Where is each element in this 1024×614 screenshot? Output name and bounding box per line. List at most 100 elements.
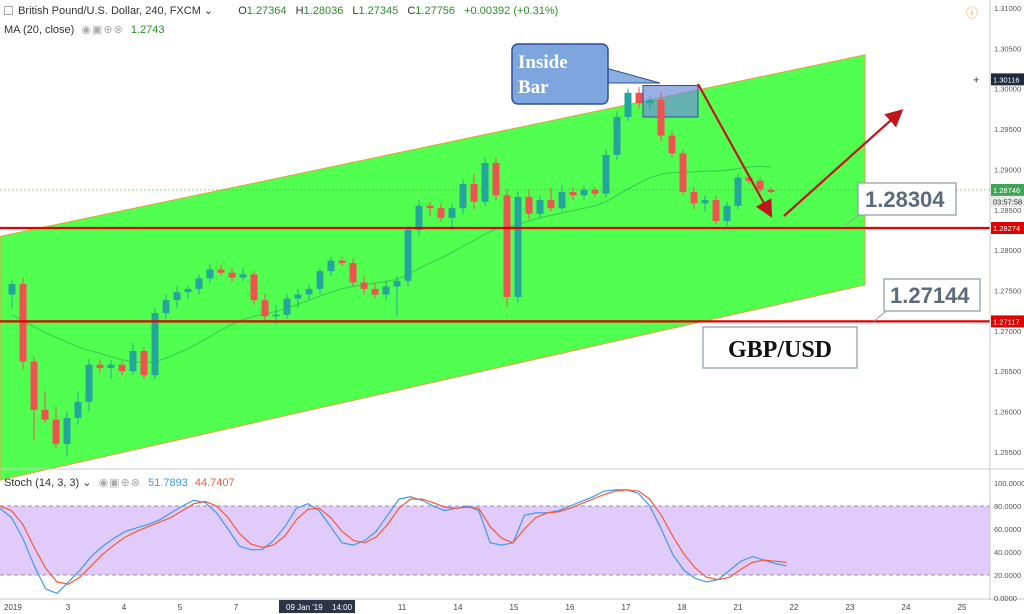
candle-body xyxy=(525,196,533,214)
candle-body xyxy=(547,200,555,209)
candle-body xyxy=(261,300,269,317)
price-tick-label: 1.28000 xyxy=(994,246,1021,255)
candle-body xyxy=(767,189,775,193)
candle-body xyxy=(85,364,93,402)
candle-body xyxy=(63,418,71,444)
candle-body xyxy=(349,263,357,283)
ascending-channel xyxy=(0,54,866,481)
candle-body xyxy=(591,189,599,194)
candle-body xyxy=(459,183,467,209)
candle-body xyxy=(426,205,434,209)
candle-body xyxy=(514,196,522,297)
candle-body xyxy=(415,205,423,230)
collapse-icon[interactable] xyxy=(4,6,13,15)
candle-body xyxy=(690,192,698,204)
time-tick-label: 17 xyxy=(622,603,631,612)
stoch-tick-label: 80.0000 xyxy=(994,502,1021,511)
callout-pointer xyxy=(601,66,661,84)
price-tick-label: 1.31000 xyxy=(994,4,1021,13)
candle-body xyxy=(679,153,687,193)
candle-body xyxy=(74,401,82,418)
change-value: +0.00392 (+0.31%) xyxy=(464,5,559,17)
time-tick-label: 2019 xyxy=(4,603,22,612)
dropdown-chevron-icon[interactable]: ⌄ xyxy=(203,5,214,17)
time-crosshair-time: 14:00 xyxy=(332,603,353,612)
stoch-tick-label: 0.0000 xyxy=(994,594,1017,603)
candle-body xyxy=(305,288,313,295)
time-tick-label: 4 xyxy=(122,603,127,612)
candle-body xyxy=(635,92,643,104)
candle-body xyxy=(745,177,753,181)
price-tick-label: 1.30000 xyxy=(994,85,1021,94)
indicator-controls-icon[interactable]: ◉▣⊕⊗ xyxy=(81,24,124,36)
candle-body xyxy=(173,292,181,301)
candle-body xyxy=(30,361,38,410)
level-lower-box xyxy=(883,278,981,312)
time-tick-label: 22 xyxy=(790,603,799,612)
time-crosshair-date: 09 Jan '19 xyxy=(286,603,323,612)
candle-body xyxy=(437,208,445,218)
stoch-tick-label: 20.0000 xyxy=(994,571,1021,580)
stoch-band xyxy=(0,506,990,575)
high-value: 1.28036 xyxy=(303,5,344,17)
annotations: Inside Bar 1.28304 1.27144 GBP/USD xyxy=(511,43,981,369)
crosshair-price-tag: 1.30116 xyxy=(993,75,1020,84)
lower-line-price-tag-bg xyxy=(991,315,1024,328)
stoch-controls-icon[interactable]: ◉▣⊕⊗ xyxy=(98,477,141,489)
crosshair-plus-icon: + xyxy=(973,74,979,86)
price-tick-label: 1.30500 xyxy=(994,44,1021,53)
candle-body xyxy=(41,409,49,420)
moving-average-line xyxy=(11,165,772,364)
price-tick-label: 1.26500 xyxy=(994,367,1021,376)
candle-body xyxy=(217,269,225,273)
time-tick-label: 24 xyxy=(902,603,911,612)
time-tick-label: 25 xyxy=(958,603,967,612)
candle-body xyxy=(184,288,192,293)
inside-bar-box xyxy=(642,85,699,118)
stoch-d-line xyxy=(0,489,787,585)
candle-body xyxy=(140,351,148,376)
time-tick-label: 5 xyxy=(178,603,183,612)
close-label: C xyxy=(407,5,416,17)
candle-body xyxy=(668,135,676,154)
time-tick-label: 11 xyxy=(398,603,407,612)
time-tick-label: 16 xyxy=(566,603,575,612)
candle-body xyxy=(19,284,27,362)
time-tick-label: 23 xyxy=(846,603,855,612)
candle-body xyxy=(382,286,390,295)
candle-body xyxy=(283,298,291,315)
candle-body xyxy=(712,200,720,222)
candle-body xyxy=(338,260,346,264)
candle-body xyxy=(558,192,566,209)
candle-body xyxy=(723,205,731,222)
candle-body xyxy=(448,208,456,218)
stoch-d-value: 44.7407 xyxy=(194,477,235,489)
inside-bar-label-2: Bar xyxy=(518,77,549,98)
candle-body xyxy=(228,272,236,278)
stoch-chevron-icon[interactable]: ⌄ xyxy=(82,477,92,489)
candle-body xyxy=(162,300,170,314)
inside-bar-callout xyxy=(511,43,609,105)
symbol-header: British Pound/U.S. Dollar, 240, FXCM ⌄ O… xyxy=(4,4,558,17)
candle-body xyxy=(503,195,511,297)
candle-body xyxy=(404,229,412,281)
candle-body xyxy=(107,364,115,368)
candle-body xyxy=(646,100,654,104)
alert-info-icon[interactable]: ⓘ xyxy=(966,6,979,20)
ma-value: 1.2743 xyxy=(130,24,165,36)
time-tick-label: 18 xyxy=(678,603,687,612)
ma-label: MA (20, close) xyxy=(4,24,75,36)
stoch-k-value: 51.7893 xyxy=(148,477,188,489)
countdown-bg xyxy=(991,195,1024,207)
candle-body xyxy=(195,278,203,289)
price-tick-label: 1.28500 xyxy=(994,206,1021,215)
candle-body xyxy=(206,269,214,279)
candle-body xyxy=(151,313,159,376)
candle-body xyxy=(316,271,324,289)
upper-line-price-tag: 1.28274 xyxy=(993,224,1020,233)
crosshair-price-tag-bg xyxy=(991,73,1024,86)
stoch-label: Stoch (14, 3, 3) xyxy=(4,477,80,489)
stoch-tick-label: 60.0000 xyxy=(994,525,1021,534)
down-arrow xyxy=(697,83,773,218)
